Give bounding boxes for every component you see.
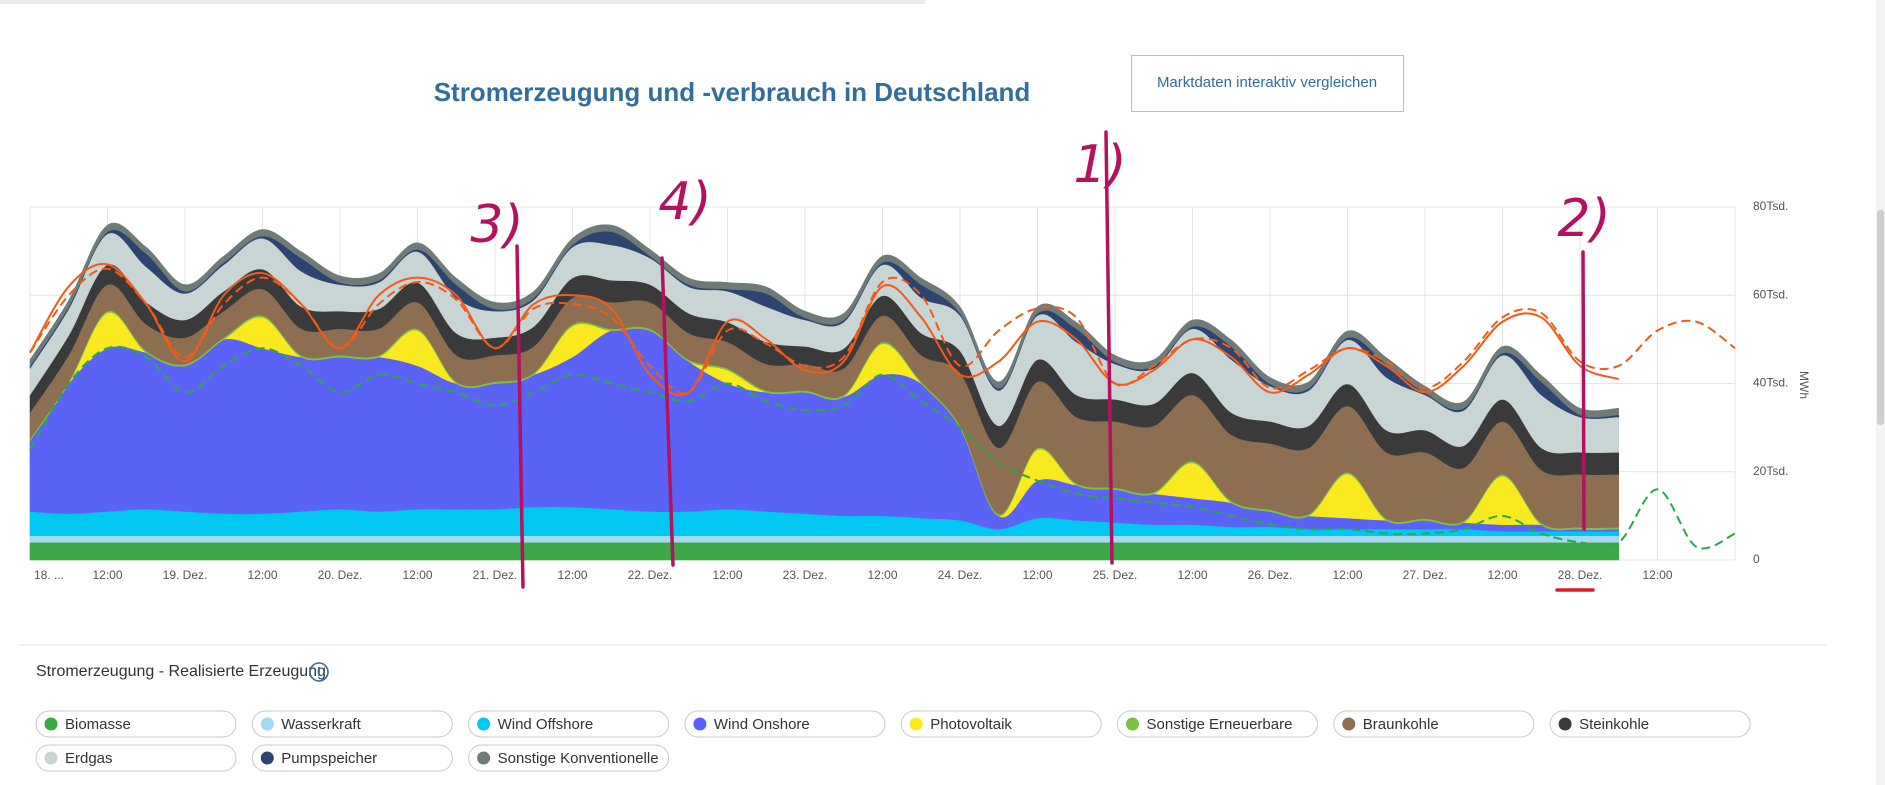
legend-swatch[interactable] xyxy=(477,751,491,765)
x-tick-label: 12:00 xyxy=(1642,568,1672,582)
info-icon-label[interactable]: i xyxy=(317,665,320,679)
x-tick-label: 22. Dez. xyxy=(628,568,673,582)
y-tick-label: 40Tsd. xyxy=(1753,376,1788,390)
legend-pill[interactable] xyxy=(1117,710,1318,738)
annotations: 3) 4) 1) 2) xyxy=(470,130,1611,592)
legend-pill[interactable] xyxy=(35,710,237,738)
annotation-line xyxy=(515,244,525,589)
x-tick-label: 12:00 xyxy=(557,568,587,582)
area-1 xyxy=(29,535,1619,543)
legend-label[interactable]: Sonstige Konventionelle xyxy=(498,750,659,767)
x-tick-label: 12:00 xyxy=(1177,568,1207,582)
x-tick-label: 25. Dez. xyxy=(1093,568,1138,582)
x-tick-label: 12:00 xyxy=(1487,568,1517,582)
legend-pill[interactable] xyxy=(1333,710,1535,738)
chart-title: Stromerzeugung und -verbrauch in Deutsch… xyxy=(434,77,1031,107)
legend-swatch[interactable] xyxy=(909,717,923,731)
x-tick-label: 20. Dez. xyxy=(318,568,363,582)
x-tick-label: 12:00 xyxy=(247,568,277,582)
annotation-label: 4) xyxy=(658,172,711,232)
annotation-label: 2) xyxy=(1557,189,1610,249)
legend-label[interactable]: Erdgas xyxy=(65,750,113,767)
y-tick-label: 80Tsd. xyxy=(1753,199,1788,213)
annotation-line xyxy=(1581,250,1586,531)
x-tick-label: 12:00 xyxy=(1332,568,1362,582)
area-0 xyxy=(29,542,1619,561)
legend-swatch[interactable] xyxy=(260,751,274,765)
legend-label[interactable]: Wasserkraft xyxy=(281,716,361,733)
legend-swatch[interactable] xyxy=(1342,717,1356,731)
legend-label[interactable]: Pumpspeicher xyxy=(281,750,377,767)
legend-pill[interactable] xyxy=(1549,710,1751,738)
legend-pill[interactable] xyxy=(684,710,886,738)
legend-pill[interactable] xyxy=(35,744,237,772)
annotation-label: 1) xyxy=(1073,135,1126,195)
legend-label[interactable]: Biomasse xyxy=(65,716,131,733)
legend-title: Stromerzeugung - Realisierte Erzeugung xyxy=(36,663,326,680)
legend-label[interactable]: Wind Offshore xyxy=(498,716,594,733)
x-tick-label: 19. Dez. xyxy=(163,568,208,582)
top-bar xyxy=(0,0,925,4)
scrollbar-thumb[interactable] xyxy=(1877,210,1884,425)
legend-pill[interactable] xyxy=(900,710,1102,738)
x-tick-label: 26. Dez. xyxy=(1248,568,1293,582)
x-tick-label: 12:00 xyxy=(712,568,742,582)
area-10 xyxy=(29,222,1619,418)
legend-label[interactable]: Photovoltaik xyxy=(930,716,1012,733)
legend-label[interactable]: Sonstige Erneuerbare xyxy=(1147,716,1293,733)
annotation-line xyxy=(1104,130,1114,565)
legend-label[interactable]: Steinkohle xyxy=(1579,716,1649,733)
x-tick-label: 24. Dez. xyxy=(938,568,983,582)
y-axis-label: MWh xyxy=(1797,371,1811,399)
dashed-line xyxy=(29,345,1736,550)
y-tick-label: 20Tsd. xyxy=(1753,464,1788,478)
x-tick-label: 12:00 xyxy=(402,568,432,582)
y-tick-label: 60Tsd. xyxy=(1753,287,1788,301)
compare-button[interactable] xyxy=(1131,55,1404,112)
legend: Biomasse Wasserkraft Wind Offshore Wind Ons… xyxy=(35,710,1751,772)
legend-label[interactable]: Braunkohle xyxy=(1363,716,1439,733)
x-tick-label: 12:00 xyxy=(92,568,122,582)
legend-swatch[interactable] xyxy=(1558,717,1572,731)
legend-swatch[interactable] xyxy=(1126,717,1139,731)
legend-label[interactable]: Wind Onshore xyxy=(714,716,810,733)
x-tick-label: 23. Dez. xyxy=(783,568,828,582)
legend-pill[interactable] xyxy=(251,744,453,772)
legend-swatch[interactable] xyxy=(44,751,58,765)
info-icon[interactable] xyxy=(309,662,329,682)
x-tick-label: 12:00 xyxy=(1022,568,1052,582)
legend-swatch[interactable] xyxy=(477,717,491,731)
y-tick-label: 0 xyxy=(1753,552,1760,566)
legend-swatch[interactable] xyxy=(693,717,707,731)
legend-swatch[interactable] xyxy=(44,717,58,731)
dashed-line xyxy=(29,267,1736,395)
legend-swatch[interactable] xyxy=(260,717,274,731)
x-tick-label: 18. ... xyxy=(34,568,64,582)
annotation-line xyxy=(660,256,675,567)
x-tick-label: 28. Dez. xyxy=(1558,568,1603,582)
x-tick-label: 12:00 xyxy=(867,568,897,582)
legend-pill[interactable] xyxy=(468,710,670,738)
plot: 0 20Tsd. 40Tsd. 60Tsd. 80Tsd. 18. ... 12:00 19.… xyxy=(29,199,1811,582)
annotation-label: 3) xyxy=(470,195,523,255)
compare-button-label[interactable]: Marktdaten interaktiv vergleichen xyxy=(1157,74,1377,91)
x-tick-label: 27. Dez. xyxy=(1403,568,1448,582)
legend-pill[interactable] xyxy=(468,744,670,772)
x-tick-label: 21. Dez. xyxy=(473,568,518,582)
legend-pill[interactable] xyxy=(251,710,453,738)
